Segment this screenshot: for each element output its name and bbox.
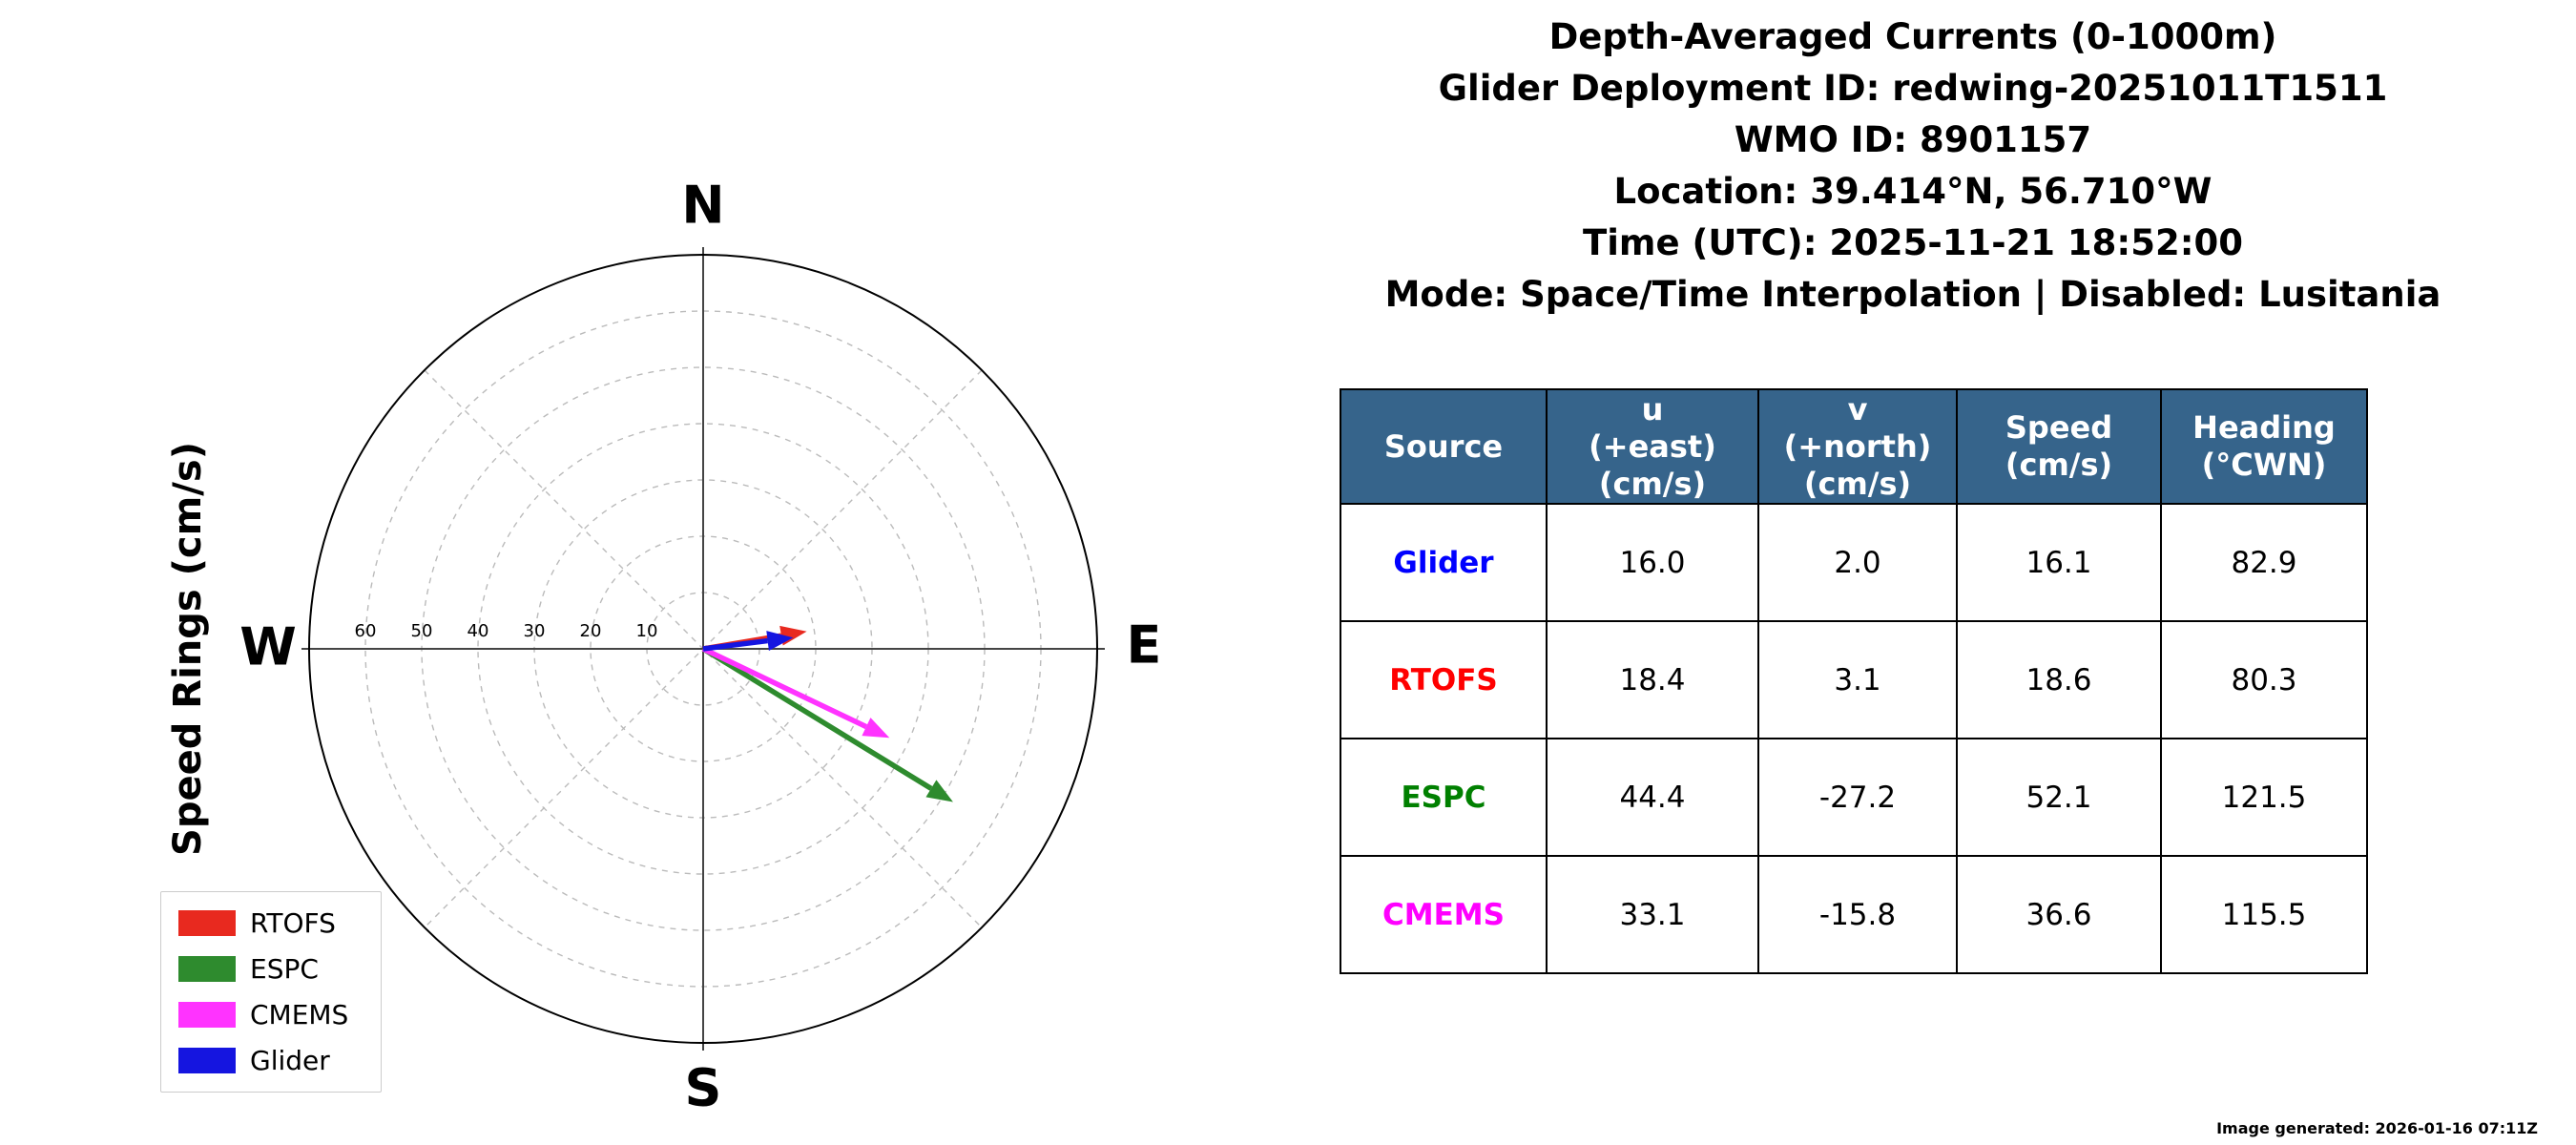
source-cell: RTOFS (1340, 620, 1548, 739)
value-cell: 18.4 (1546, 620, 1759, 739)
table-row-espc: ESPC 44.4 -27.2 52.1 121.5 (1340, 738, 2368, 857)
value-cell: 80.3 (2160, 620, 2368, 739)
title-line: Location: 39.414°N, 56.710°W (1613, 171, 2212, 212)
legend-swatch-glider (178, 1048, 236, 1073)
ring-label-30: 30 (524, 621, 546, 641)
legend-item-glider: Glider (178, 1045, 364, 1076)
source-cell: CMEMS (1340, 855, 1548, 974)
legend-swatch-rtofs (178, 910, 236, 936)
value-cell: 36.6 (1956, 855, 2162, 974)
vector-head-cmems (862, 718, 890, 739)
vector-head-glider (766, 631, 794, 651)
cardinal-west-label: W (239, 616, 297, 677)
legend-item-espc: ESPC (178, 953, 364, 985)
source-cell: ESPC (1340, 738, 1548, 857)
table-row-glider: Glider 16.0 2.0 16.1 82.9 (1340, 503, 2368, 622)
vector-shaft-espc (701, 646, 933, 791)
title-line: Depth-Averaged Currents (0-1000m) (1548, 16, 2277, 57)
value-cell: -27.2 (1757, 738, 1958, 857)
value-cell: 3.1 (1757, 620, 1958, 739)
value-cell: 52.1 (1956, 738, 2162, 857)
title-line: Time (UTC): 2025-11-21 18:52:00 (1583, 222, 2243, 263)
title-line: WMO ID: 8901157 (1734, 119, 2092, 160)
currents-table: Source u (+east) (cm/s) v (+north) (cm/s) S… (1340, 388, 2368, 974)
title-line: Mode: Space/Time Interpolation | Disable… (1384, 274, 2441, 315)
generated-timestamp: Image generated: 2026-01-16 07:11Z (2216, 1119, 2538, 1137)
cardinal-east-label: E (1126, 614, 1162, 676)
legend: RTOFS ESPC CMEMS Glider (160, 891, 382, 1093)
value-cell: 16.1 (1956, 503, 2162, 622)
ring-label-10: 10 (636, 621, 658, 641)
speed-rings-axis-label: Speed Rings (cm/s) (166, 442, 210, 856)
legend-label: RTOFS (250, 907, 336, 939)
table-header-cell: Heading (°CWN) (2160, 388, 2368, 505)
title-line: Glider Deployment ID: redwing-20251011T1… (1438, 68, 2388, 109)
vector-shaft-cmems (701, 646, 868, 730)
ring-label-40: 40 (467, 621, 489, 641)
table-header-cell: Speed (cm/s) (1956, 388, 2162, 505)
ring-label-20: 20 (580, 621, 602, 641)
value-cell: 44.4 (1546, 738, 1759, 857)
cardinal-south-label: S (684, 1057, 722, 1118)
value-cell: 16.0 (1546, 503, 1759, 622)
value-cell: 121.5 (2160, 738, 2368, 857)
legend-item-cmems: CMEMS (178, 999, 364, 1030)
legend-swatch-espc (178, 956, 236, 982)
cardinal-north-label: N (681, 175, 725, 236)
value-cell: 33.1 (1546, 855, 1759, 974)
value-cell: 82.9 (2160, 503, 2368, 622)
vector-shaft-glider (702, 637, 768, 652)
table-row-cmems: CMEMS 33.1 -15.8 36.6 115.5 (1340, 855, 2368, 974)
table-header-cell: Source (1340, 388, 1548, 505)
title-block: Depth-Averaged Currents (0-1000m) Glider … (1250, 11, 2576, 321)
table-header-row: Source u (+east) (cm/s) v (+north) (cm/s) S… (1340, 388, 2368, 505)
ring-label-50: 50 (411, 621, 433, 641)
value-cell: 2.0 (1757, 503, 1958, 622)
value-cell: -15.8 (1757, 855, 1958, 974)
legend-label: ESPC (250, 953, 319, 985)
table-row-rtofs: RTOFS 18.4 3.1 18.6 80.3 (1340, 620, 2368, 739)
ring-label-60: 60 (355, 621, 377, 641)
legend-label: CMEMS (250, 999, 349, 1030)
value-cell: 18.6 (1956, 620, 2162, 739)
outer-ring (308, 254, 1098, 1044)
legend-swatch-cmems (178, 1002, 236, 1028)
vector-head-espc (925, 780, 953, 802)
legend-item-rtofs: RTOFS (178, 907, 364, 939)
source-cell: Glider (1340, 503, 1548, 622)
table-header-cell: u (+east) (cm/s) (1546, 388, 1759, 505)
table-header-cell: v (+north) (cm/s) (1757, 388, 1958, 505)
legend-label: Glider (250, 1045, 330, 1076)
value-cell: 115.5 (2160, 855, 2368, 974)
